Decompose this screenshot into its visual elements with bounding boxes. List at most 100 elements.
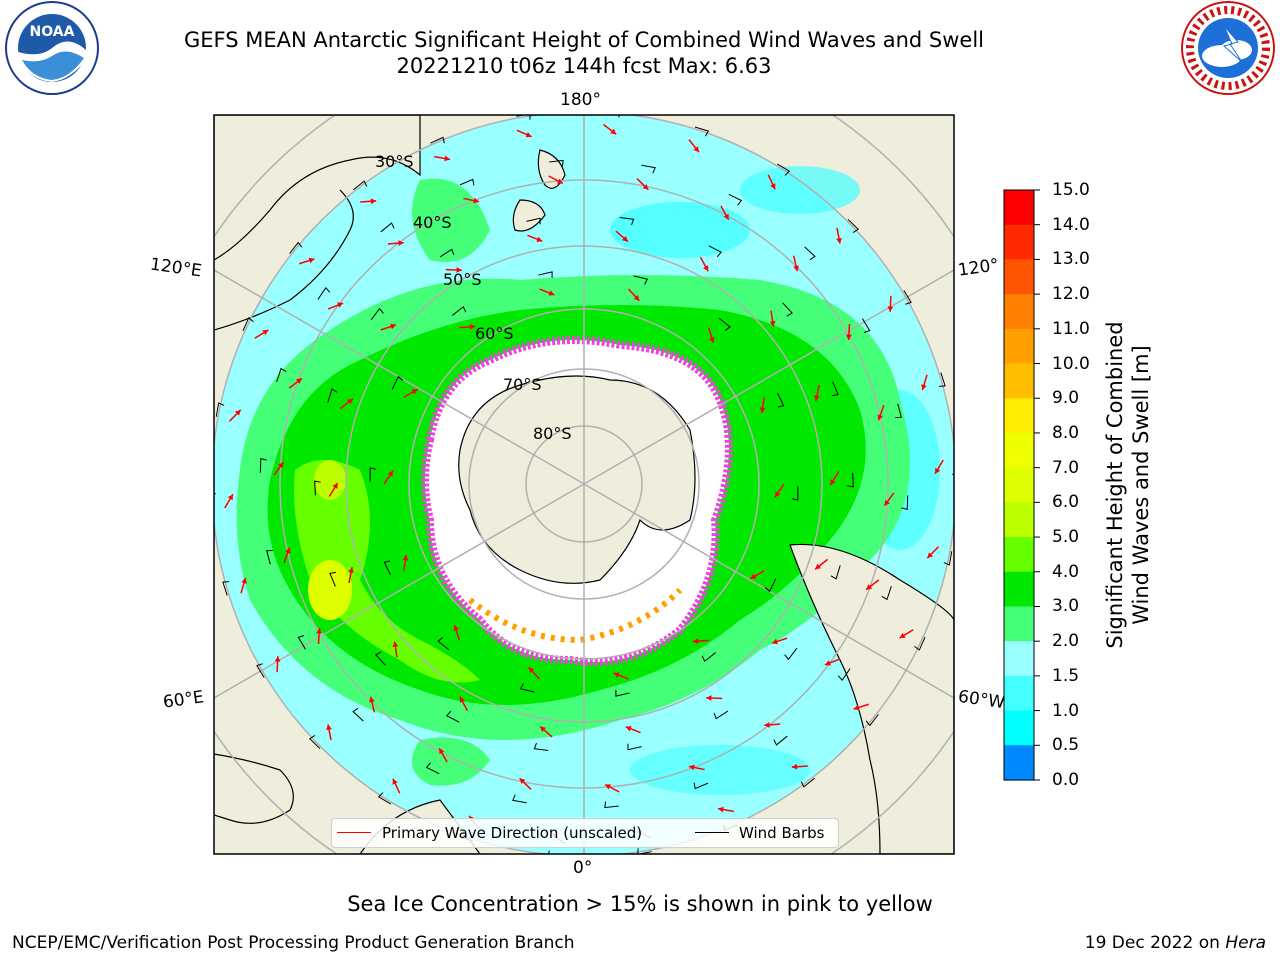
colorbar-tick-label: 10.0 xyxy=(1052,353,1090,374)
wind-barb xyxy=(256,663,265,678)
wave-arrow-head xyxy=(774,491,781,498)
wave-arrow-head xyxy=(540,726,546,733)
wind-barb xyxy=(862,318,871,333)
wind-barb xyxy=(903,290,912,305)
legend-wave-direction: Primary Wave Direction (unscaled) xyxy=(382,824,643,842)
africa-land xyxy=(214,753,294,824)
wind-barb xyxy=(380,222,395,233)
colorbar-tick-label: 11.0 xyxy=(1052,318,1090,339)
colorbar xyxy=(1003,189,1040,781)
wave-arrow-head xyxy=(241,577,247,584)
wave-arrow-head xyxy=(347,398,353,405)
colorbar-segment xyxy=(1004,398,1034,434)
lat-label-80s: 80°S xyxy=(533,424,572,443)
colorbar-segment xyxy=(1004,432,1034,469)
wind-barb xyxy=(439,248,455,258)
wave-arrow-head xyxy=(316,628,322,634)
colorbar-tick-label: 6.0 xyxy=(1052,492,1080,513)
wind-barb xyxy=(800,777,816,788)
wind-barb xyxy=(776,163,791,176)
colorbar-segment xyxy=(1004,363,1034,399)
wind-barb xyxy=(777,392,785,408)
wave-arrow-head xyxy=(308,257,315,264)
colorbar-tick-label: 0.0 xyxy=(1052,770,1080,790)
wave-band-5m xyxy=(294,460,480,683)
wind-barb xyxy=(327,388,338,403)
legend-wind-line xyxy=(695,832,729,833)
wind-barb xyxy=(637,848,652,854)
wave-arrow-head xyxy=(519,778,526,785)
wind-barb xyxy=(728,193,743,206)
wave-arrow-head xyxy=(439,748,445,755)
wind-barb xyxy=(215,402,225,417)
wave-arrow-head xyxy=(369,696,375,703)
wind-barb xyxy=(520,683,535,693)
wave-arrow-head xyxy=(622,235,628,242)
wind-barb xyxy=(641,164,656,174)
wave-arrow-head xyxy=(227,494,233,501)
lat-label-30s: 30°S xyxy=(375,152,414,171)
new-zealand-land xyxy=(512,149,566,232)
wave-arrow-head xyxy=(274,656,281,662)
wind-barb xyxy=(943,551,953,566)
wave-arrow-head xyxy=(723,213,729,220)
colorbar-tick-label: 1.0 xyxy=(1052,700,1080,721)
legend-wind-barbs: Wind Barbs xyxy=(739,824,825,842)
wave-arrow-head xyxy=(613,672,620,678)
colorbar-segment xyxy=(1004,190,1034,226)
wind-barb xyxy=(391,375,404,390)
wave-arrow-head xyxy=(295,378,302,384)
wind-barb xyxy=(784,647,798,661)
wave-arrow-head xyxy=(877,414,883,421)
wind-barb xyxy=(914,637,926,651)
wave-arrow-head xyxy=(625,726,632,732)
wave-arrow-head xyxy=(411,389,418,395)
wave-arrow-head xyxy=(402,554,409,561)
footer-credit: NCEP/EMC/Verification Post Processing Pr… xyxy=(12,933,575,953)
lon-label-bottom: 0° xyxy=(573,858,593,878)
wave-arrow-head xyxy=(337,302,344,308)
wave-arrow-head xyxy=(709,337,715,343)
colorbar-segment xyxy=(1004,710,1034,746)
colorbar-tick-label: 5.0 xyxy=(1052,527,1080,548)
wave-arrow-head xyxy=(770,183,776,190)
footer-date-text: 19 Dec 2022 on xyxy=(1084,933,1226,953)
wave-arrow-head xyxy=(750,573,757,579)
wave-arrow-head xyxy=(390,323,397,330)
wind-barb xyxy=(701,652,717,663)
wind-barb xyxy=(309,735,321,749)
wave-arrow-head xyxy=(605,784,612,790)
colorbar-segment xyxy=(1004,745,1034,781)
wind-barb xyxy=(430,136,445,144)
wind-barb xyxy=(693,782,709,790)
vector-field xyxy=(214,115,954,854)
wind-barb xyxy=(538,271,553,278)
colorbar-tick-label: 4.0 xyxy=(1052,561,1080,582)
wave-arrow-head xyxy=(610,128,617,135)
wave-arrow-head xyxy=(469,323,476,330)
chart-title: GEFS MEAN Antarctic Significant Height o… xyxy=(183,28,985,52)
wave-arrow-head xyxy=(278,462,284,469)
legend-wave-line xyxy=(337,832,371,833)
wave-arrow-head xyxy=(556,178,563,184)
wave-arrow-head xyxy=(262,329,269,336)
wind-barb xyxy=(627,743,642,751)
wind-barb xyxy=(329,571,336,587)
wave-arrow-head xyxy=(528,667,535,674)
wind-barb xyxy=(547,850,550,854)
wave-arrow-head xyxy=(444,155,450,162)
wave-arrow-head xyxy=(791,763,798,770)
wind-barb xyxy=(881,585,892,601)
lat-label-70s: 70°S xyxy=(503,375,542,394)
wave-arrow-head xyxy=(387,470,394,477)
wave-arrow-head xyxy=(456,267,462,273)
wind-barb xyxy=(718,317,731,331)
wave-arrow-head xyxy=(548,290,555,296)
wind-barb xyxy=(297,635,306,650)
wind-barb xyxy=(425,762,440,775)
wave-arrow-head xyxy=(899,632,906,639)
wind-barb xyxy=(352,180,368,191)
wind-barb xyxy=(847,219,859,233)
wind-barb xyxy=(764,578,777,593)
wave-arrow-head xyxy=(814,395,820,401)
